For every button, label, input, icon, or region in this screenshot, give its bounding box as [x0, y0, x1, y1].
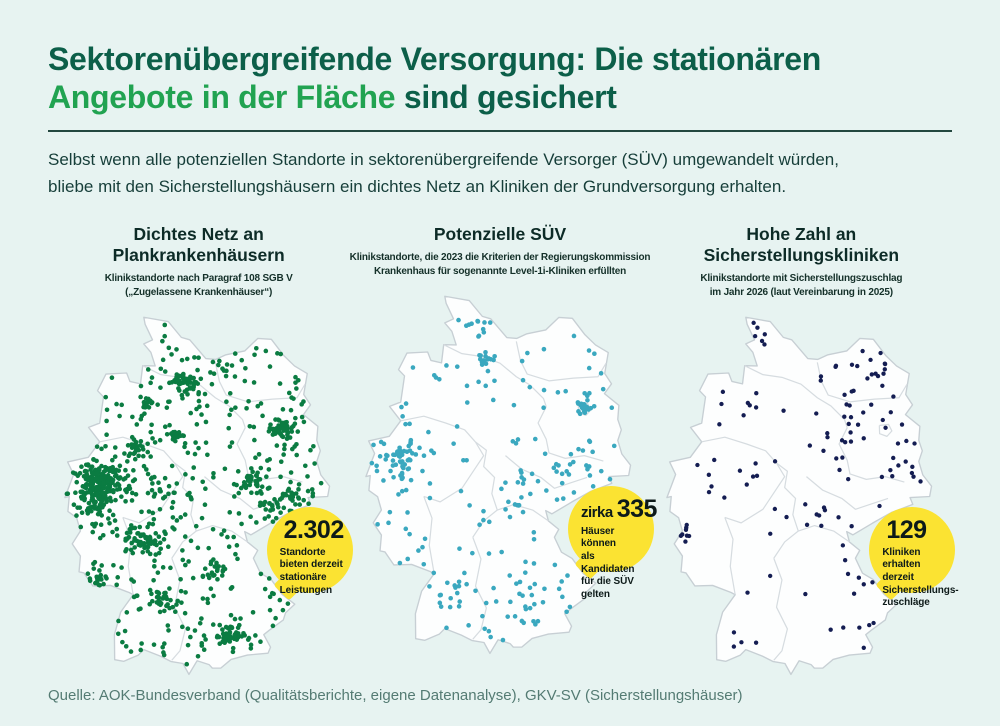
state-border-line — [537, 405, 604, 462]
column-subtitle: Klinikstandorte nach Paragraf 108 SGB V … — [104, 272, 293, 298]
state-border-line — [475, 441, 498, 510]
title-line2-rest: sind gesichert — [395, 79, 617, 116]
state-border-line — [99, 436, 175, 463]
state-border-line — [170, 557, 186, 661]
state-border-line — [142, 364, 246, 428]
column-plankrankenhaeuser: Dichtes Netz an Plankrankenhäusern Klini… — [48, 223, 353, 682]
column-title: Hohe Zahl an Sicherstellungskliniken — [703, 223, 900, 265]
map-wrapper: 2.302 Standorte bieten derzeit stationär… — [63, 308, 353, 682]
state-border-line — [170, 524, 248, 559]
state-border-line — [838, 426, 905, 483]
map-wrapper: zirka 335 Häuser können als Kandidaten fü… — [364, 287, 657, 661]
column-subtitle: Klinikstandorte mit Sicherstellungszusch… — [700, 272, 903, 298]
badge-text: Standorte bieten derzeit stationäre Leis… — [279, 546, 343, 596]
title-highlight: Angebote in der Fläche — [48, 79, 396, 116]
column-potenzielle-suev: Potenzielle SÜV Klinikstandorte, die 202… — [349, 223, 657, 682]
map-dots — [369, 317, 617, 642]
state-border-line — [879, 423, 893, 437]
column-subtitle: Klinikstandorte, die 2023 die Kriterien … — [349, 251, 651, 277]
state-border-line — [724, 516, 737, 595]
title-line1: Sektorenübergreifende Versorgung: Die st… — [48, 41, 822, 77]
state-border-line — [776, 462, 800, 531]
column-title: Dichtes Netz an Plankrankenhäusern — [112, 223, 285, 265]
map-dots — [679, 320, 924, 650]
state-border-line — [423, 495, 435, 574]
title-divider — [48, 129, 952, 132]
stat-badge: 2.302 Standorte bieten derzeit stationär… — [266, 506, 353, 596]
badge-number: 129 — [882, 515, 949, 544]
state-border-line — [773, 557, 789, 661]
state-border-line — [203, 475, 286, 510]
stat-badge: 129 Kliniken erhalten derzeit Sicherstel… — [869, 506, 959, 608]
state-border-line — [505, 454, 588, 489]
state-border-line — [122, 462, 183, 523]
badge-prefix: zirka — [580, 503, 613, 521]
badge-value: 129 — [886, 515, 927, 544]
state-border-line — [472, 536, 487, 640]
germany-map-svg-sicherstellungskliniken — [666, 316, 933, 675]
badge-value: 335 — [616, 494, 658, 523]
state-border-line — [701, 436, 778, 463]
intro-text: Selbst wenn alle potenziellen Standorte … — [48, 149, 839, 196]
germany-map-svg-potenzielle-suev — [365, 295, 632, 654]
stat-badge: zirka 335 Häuser können als Kandidaten fü… — [567, 485, 657, 600]
column-title: Potenzielle SÜV — [433, 223, 567, 244]
map-dots — [64, 322, 324, 667]
map-columns: Dichtes Netz an Plankrankenhäusern Klini… — [48, 223, 959, 682]
state-border-line — [773, 524, 851, 559]
state-border-line — [400, 415, 476, 442]
badge-number: 2.302 — [280, 515, 347, 544]
badge-text: Kliniken erhalten derzeit Sicherstellung… — [882, 546, 959, 609]
map-wrapper: 129 Kliniken erhalten derzeit Sicherstel… — [665, 308, 959, 682]
column-sicherstellungskliniken: Hohe Zahl an Sicherstellungskliniken Kli… — [651, 223, 959, 682]
badge-text: Häuser können als Kandidaten für die SÜV… — [580, 525, 635, 600]
source-text: Quelle: AOK-Bundesverband (Qualitätsberi… — [48, 687, 743, 704]
state-border-line — [724, 462, 786, 523]
germany-outline — [666, 316, 933, 675]
badge-number: zirka 335 — [580, 496, 657, 522]
germany-map-svg-plankrankenhaeuser — [63, 316, 330, 675]
badge-value: 2.302 — [283, 515, 345, 544]
state-border-line — [423, 441, 485, 502]
state-border-line — [806, 475, 889, 510]
state-border-line — [443, 343, 547, 407]
page-title: Sektorenübergreifende Versorgung: Die st… — [48, 0, 952, 117]
